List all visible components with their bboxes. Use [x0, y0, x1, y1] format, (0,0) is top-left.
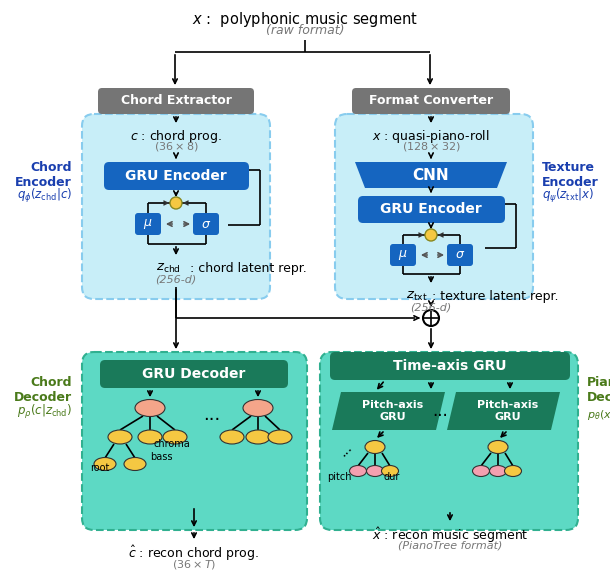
Ellipse shape	[124, 457, 146, 470]
FancyBboxPatch shape	[104, 162, 249, 190]
FancyBboxPatch shape	[193, 213, 219, 235]
Polygon shape	[447, 392, 560, 430]
FancyBboxPatch shape	[358, 196, 505, 223]
FancyBboxPatch shape	[82, 352, 307, 530]
Ellipse shape	[94, 457, 116, 470]
Text: Chord
Encoder: Chord Encoder	[15, 161, 72, 189]
Ellipse shape	[473, 466, 489, 477]
Ellipse shape	[138, 430, 162, 444]
Text: CNN: CNN	[413, 168, 450, 183]
FancyBboxPatch shape	[100, 360, 288, 388]
Text: $\sigma$: $\sigma$	[201, 218, 211, 230]
Text: ...: ...	[336, 441, 354, 460]
Text: Pitch-axis
GRU: Pitch-axis GRU	[478, 400, 539, 422]
Text: ...: ...	[203, 406, 221, 424]
Text: $x$ :  polyphonic music segment: $x$ : polyphonic music segment	[192, 10, 418, 29]
Text: $q_{\phi}(z_{\mathrm{chd}}|c)$: $q_{\phi}(z_{\mathrm{chd}}|c)$	[16, 187, 72, 205]
FancyBboxPatch shape	[82, 114, 270, 299]
Text: dur: dur	[383, 472, 400, 482]
Ellipse shape	[488, 441, 508, 453]
Text: (PianoTree format): (PianoTree format)	[398, 540, 502, 550]
Circle shape	[423, 310, 439, 326]
Text: Time-axis GRU: Time-axis GRU	[393, 359, 507, 373]
FancyBboxPatch shape	[447, 244, 473, 266]
Text: Format Converter: Format Converter	[369, 94, 493, 108]
Text: GRU Encoder: GRU Encoder	[380, 202, 482, 216]
Text: GRU Encoder: GRU Encoder	[125, 169, 227, 183]
Text: PianoTree
Decoder: PianoTree Decoder	[587, 376, 610, 404]
Circle shape	[425, 229, 437, 241]
Text: Pitch-axis
GRU: Pitch-axis GRU	[362, 400, 423, 422]
Ellipse shape	[381, 466, 398, 477]
Text: $\mu$: $\mu$	[143, 217, 152, 231]
Text: $(36 \times T)$: $(36 \times T)$	[172, 558, 216, 571]
Text: $q_{\psi}(z_{\mathrm{txt}}|x)$: $q_{\psi}(z_{\mathrm{txt}}|x)$	[542, 187, 594, 205]
FancyBboxPatch shape	[98, 88, 254, 114]
Ellipse shape	[268, 430, 292, 444]
Ellipse shape	[350, 466, 367, 477]
Text: $z_{\mathrm{chd}}$: $z_{\mathrm{chd}}$	[156, 262, 181, 275]
Text: (256-d): (256-d)	[411, 303, 451, 313]
Text: ...: ...	[432, 402, 448, 420]
Text: $(36 \times 8)$: $(36 \times 8)$	[154, 140, 198, 153]
Text: $\hat{c}$ : recon chord prog.: $\hat{c}$ : recon chord prog.	[129, 544, 259, 563]
Text: chroma: chroma	[154, 439, 191, 449]
Ellipse shape	[163, 430, 187, 444]
Polygon shape	[332, 392, 445, 430]
Text: $(128 \times 32)$: $(128 \times 32)$	[401, 140, 461, 153]
Ellipse shape	[504, 466, 522, 477]
Ellipse shape	[220, 430, 244, 444]
Text: $c$ : chord prog.: $c$ : chord prog.	[130, 128, 222, 145]
Text: : texture latent repr.: : texture latent repr.	[432, 290, 559, 303]
Text: (256-d): (256-d)	[156, 275, 196, 285]
FancyBboxPatch shape	[330, 352, 570, 380]
Text: $\mu$: $\mu$	[398, 248, 408, 262]
Text: $\sigma$: $\sigma$	[455, 249, 465, 261]
Ellipse shape	[135, 399, 165, 417]
Text: Texture
Encoder: Texture Encoder	[542, 161, 599, 189]
Text: Chord
Decoder: Chord Decoder	[14, 376, 72, 404]
Ellipse shape	[367, 466, 384, 477]
Circle shape	[170, 197, 182, 209]
Text: : chord latent repr.: : chord latent repr.	[190, 262, 307, 275]
Text: (raw format): (raw format)	[266, 24, 344, 37]
Ellipse shape	[243, 399, 273, 417]
Text: $p_{\rho}(c|z_{\mathrm{chd}})$: $p_{\rho}(c|z_{\mathrm{chd}})$	[17, 403, 72, 421]
Text: Chord Extractor: Chord Extractor	[121, 94, 231, 108]
FancyBboxPatch shape	[352, 88, 510, 114]
Ellipse shape	[489, 466, 506, 477]
Text: pitch: pitch	[328, 472, 352, 482]
FancyBboxPatch shape	[320, 352, 578, 530]
FancyBboxPatch shape	[135, 213, 161, 235]
Text: $x$ : quasi-piano-roll: $x$ : quasi-piano-roll	[372, 128, 490, 145]
Text: $p_{\theta}(x|z_{\mathrm{chd}},z_{\mathrm{txt}})$: $p_{\theta}(x|z_{\mathrm{chd}},z_{\mathr…	[587, 408, 610, 422]
Text: root: root	[90, 463, 109, 473]
Ellipse shape	[365, 441, 385, 453]
Polygon shape	[355, 162, 507, 188]
FancyBboxPatch shape	[335, 114, 533, 299]
Text: bass: bass	[150, 452, 173, 462]
Ellipse shape	[246, 430, 270, 444]
Text: $z_{\mathrm{txt}}$: $z_{\mathrm{txt}}$	[406, 290, 428, 303]
FancyBboxPatch shape	[390, 244, 416, 266]
Ellipse shape	[108, 430, 132, 444]
Text: GRU Decoder: GRU Decoder	[142, 367, 246, 381]
Text: $\hat{x}$ : recon music segment: $\hat{x}$ : recon music segment	[371, 526, 528, 545]
